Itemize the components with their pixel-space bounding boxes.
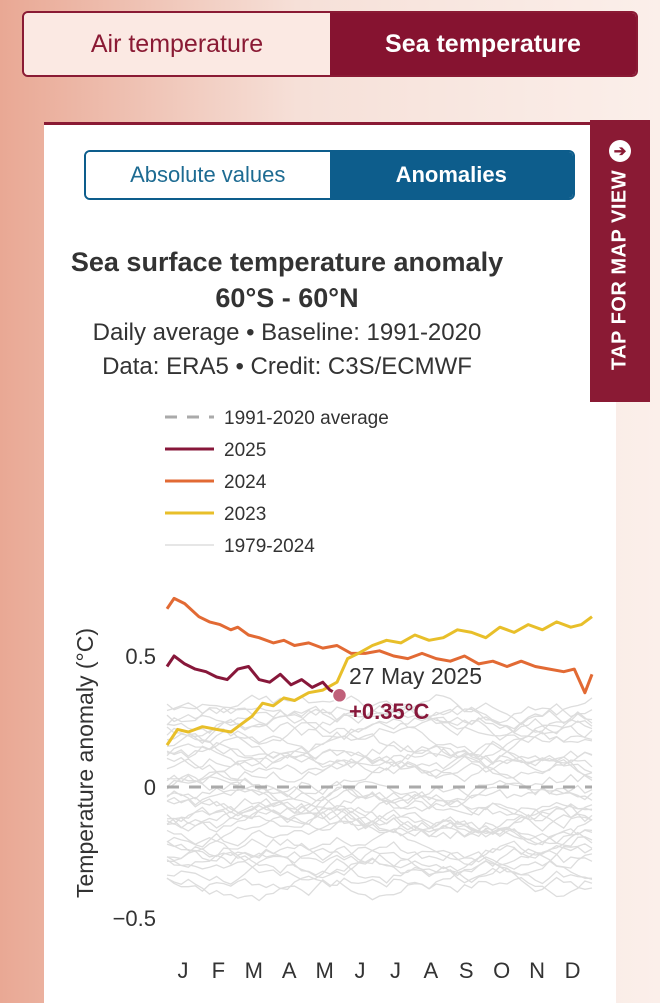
legend-label-c2025: 2025 xyxy=(224,440,266,461)
x-tick-label: S xyxy=(459,958,474,983)
x-tick-label: N xyxy=(529,958,545,983)
history-line xyxy=(166,716,593,745)
history-line xyxy=(166,694,593,726)
legend-label-c2024: 2024 xyxy=(224,472,267,493)
arrow-right-circle-icon: ➔ xyxy=(609,140,631,162)
chart-subtitle: Daily average • Baseline: 1991-2020 xyxy=(92,319,482,346)
x-tick-label: A xyxy=(424,958,439,983)
series-line-2023 xyxy=(165,615,593,746)
legend-label-baseline: 1991-2020 average xyxy=(224,408,389,429)
annotation-date: 27 May 2025 xyxy=(349,663,482,689)
x-tick-label: J xyxy=(390,958,401,983)
history-line xyxy=(166,733,593,774)
history-line xyxy=(166,694,593,724)
series-line-2025 xyxy=(165,654,341,697)
legend-label-history: 1979-2024 xyxy=(224,536,315,557)
y-tick-label: 0.5 xyxy=(125,644,156,669)
history-line xyxy=(166,876,593,898)
history-lines xyxy=(166,694,593,902)
history-line xyxy=(166,746,593,778)
view-toggle: Absolute values Anomalies xyxy=(84,150,575,200)
x-tick-label: M xyxy=(245,958,263,983)
x-tick-label: M xyxy=(315,958,333,983)
history-line xyxy=(166,755,593,783)
chart-credit: Data: ERA5 • Credit: C3S/ECMWF xyxy=(102,353,472,380)
history-line xyxy=(166,740,593,765)
chart-title: Sea surface temperature anomaly xyxy=(70,247,504,277)
x-tick-label: F xyxy=(212,958,225,983)
history-line xyxy=(166,831,593,872)
history-line xyxy=(166,808,593,847)
legend-label-c2023: 2023 xyxy=(224,504,266,525)
history-line xyxy=(166,844,593,877)
x-tick-label: O xyxy=(493,958,510,983)
map-view-tab[interactable]: ➔ TAP FOR MAP VIEW xyxy=(590,120,650,402)
history-line xyxy=(166,850,593,902)
history-line xyxy=(166,816,593,858)
variable-toggle: Air temperature Sea temperature xyxy=(22,11,638,77)
chart-region: 60°S - 60°N xyxy=(215,283,359,313)
history-line xyxy=(166,716,593,741)
history-line xyxy=(166,780,593,829)
history-line xyxy=(166,703,593,737)
series-line-2024 xyxy=(165,596,594,695)
x-tick-label: D xyxy=(565,958,581,983)
sea-temperature-tab[interactable]: Sea temperature xyxy=(330,13,636,75)
x-tick-label: J xyxy=(177,958,188,983)
air-temperature-tab[interactable]: Air temperature xyxy=(24,13,330,75)
history-line xyxy=(166,788,593,825)
absolute-values-tab[interactable]: Absolute values xyxy=(86,152,330,198)
history-line xyxy=(166,841,593,881)
annotation-value: +0.35°C xyxy=(349,699,429,724)
history-line xyxy=(166,718,593,758)
history-line xyxy=(166,733,593,779)
y-tick-label: −0.5 xyxy=(113,906,156,931)
history-line xyxy=(166,820,593,870)
y-axis-label: Temperature anomaly (°C) xyxy=(72,628,98,898)
history-line xyxy=(166,855,593,893)
y-tick-label: 0 xyxy=(144,775,156,800)
anomalies-tab[interactable]: Anomalies xyxy=(329,152,573,198)
history-line xyxy=(166,784,593,820)
history-line xyxy=(166,704,593,737)
x-tick-label: J xyxy=(355,958,366,983)
annotation-point xyxy=(331,687,348,704)
history-line xyxy=(166,806,593,845)
x-tick-label: A xyxy=(282,958,297,983)
